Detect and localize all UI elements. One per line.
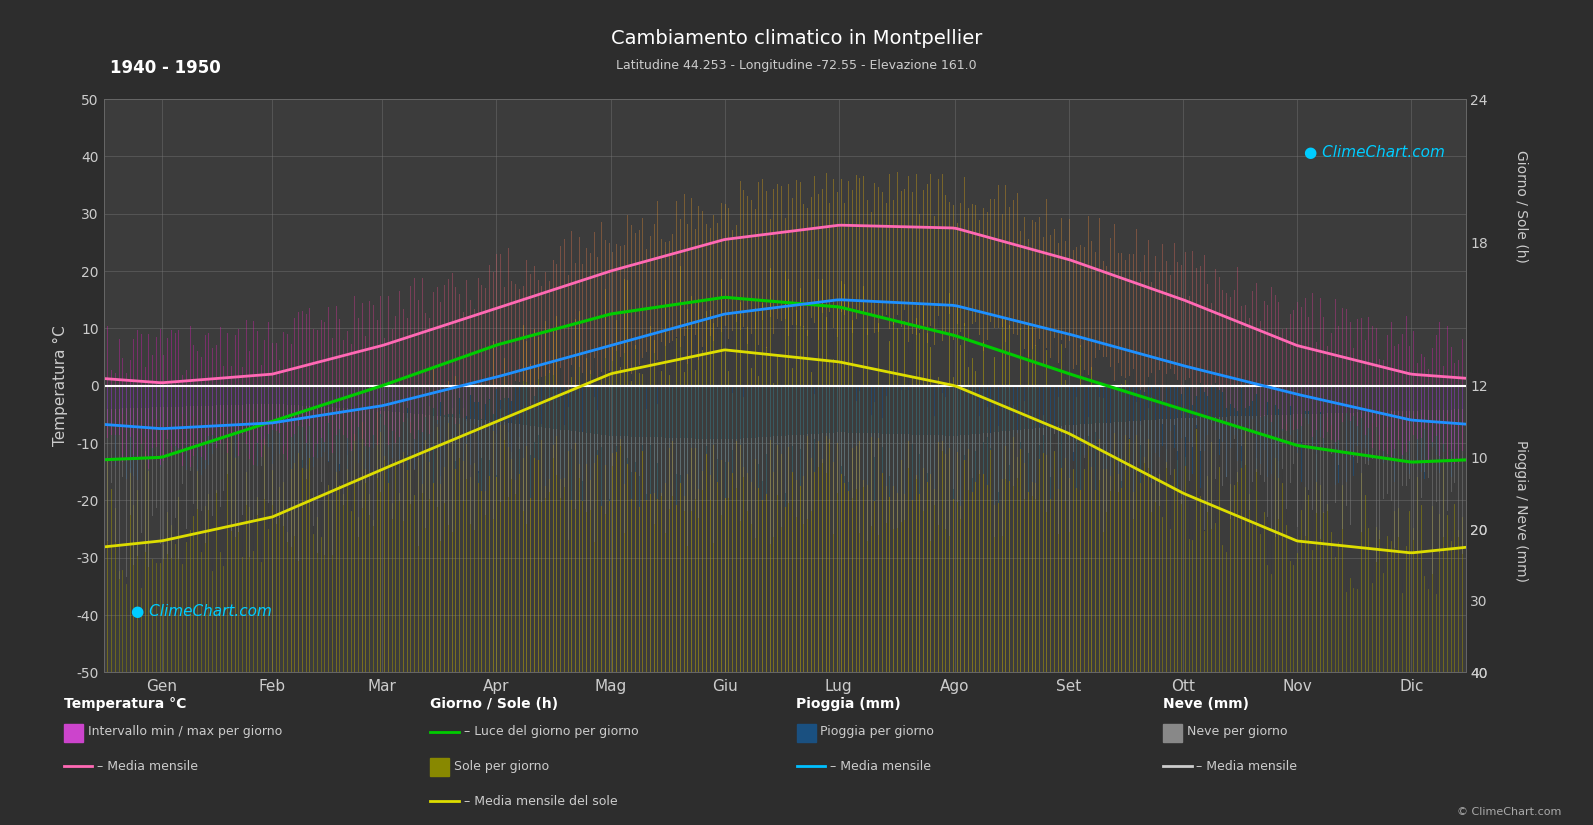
Text: Pioggia / Neve (mm): Pioggia / Neve (mm) [1515,441,1528,582]
Text: Giorno / Sole (h): Giorno / Sole (h) [430,697,558,711]
Y-axis label: Temperatura °C: Temperatura °C [53,325,68,446]
Text: Temperatura °C: Temperatura °C [64,697,186,711]
Text: Sole per giorno: Sole per giorno [454,760,550,773]
Text: ● ClimeChart.com: ● ClimeChart.com [131,604,272,619]
Text: Cambiamento climatico in Montpellier: Cambiamento climatico in Montpellier [610,29,983,48]
Text: Pioggia (mm): Pioggia (mm) [796,697,902,711]
Text: – Media mensile: – Media mensile [830,760,930,773]
Text: ● ClimeChart.com: ● ClimeChart.com [1305,145,1445,160]
Text: Intervallo min / max per giorno: Intervallo min / max per giorno [88,725,282,738]
Text: 1940 - 1950: 1940 - 1950 [110,59,221,77]
Text: – Media mensile del sole: – Media mensile del sole [464,794,616,808]
Text: – Media mensile: – Media mensile [1196,760,1297,773]
Text: Latitudine 44.253 - Longitudine -72.55 - Elevazione 161.0: Latitudine 44.253 - Longitudine -72.55 -… [616,59,977,73]
Text: – Media mensile: – Media mensile [97,760,198,773]
Text: – Luce del giorno per giorno: – Luce del giorno per giorno [464,725,639,738]
Text: Giorno / Sole (h): Giorno / Sole (h) [1515,150,1528,262]
Text: Pioggia per giorno: Pioggia per giorno [820,725,933,738]
Text: Neve per giorno: Neve per giorno [1187,725,1287,738]
Text: © ClimeChart.com: © ClimeChart.com [1456,807,1561,817]
Text: Neve (mm): Neve (mm) [1163,697,1249,711]
